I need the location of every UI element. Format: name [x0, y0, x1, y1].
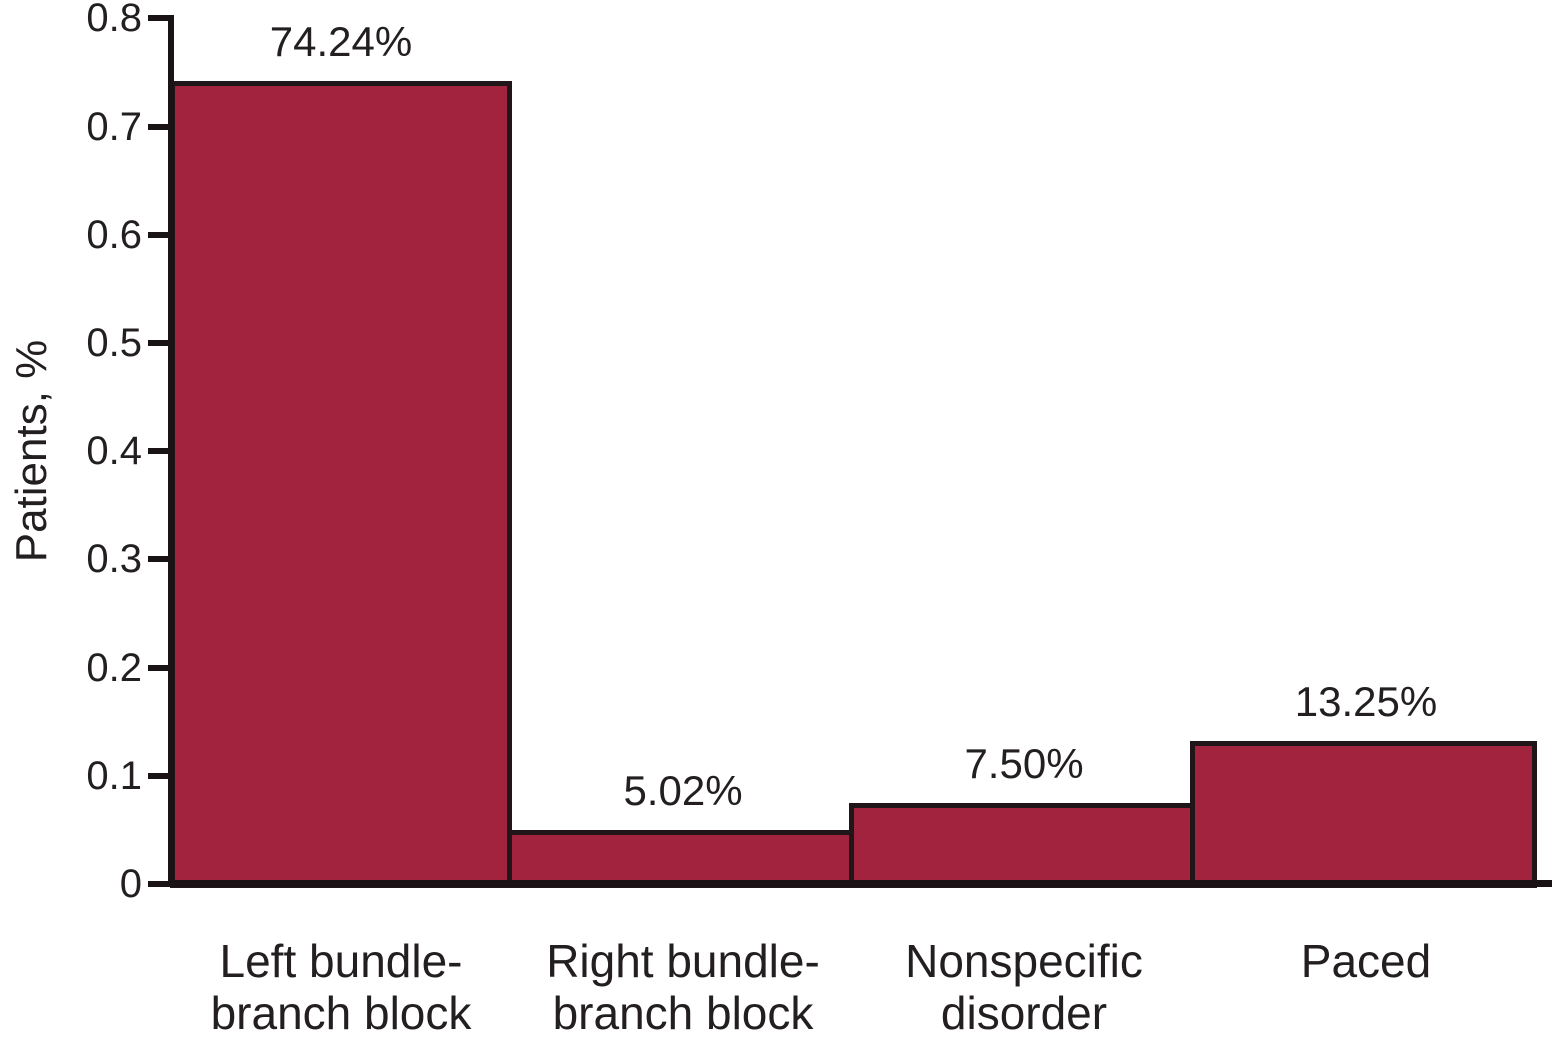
y-tick-label: 0.8 [86, 0, 142, 41]
bar [1190, 741, 1537, 888]
y-tick-label: 0.3 [86, 537, 142, 582]
y-tick-label: 0.4 [86, 429, 142, 474]
y-tick-mark [148, 340, 168, 346]
category-label-line: Right bundle- [546, 935, 820, 987]
bar-value-label: 13.25% [1294, 678, 1438, 725]
bar-value-label: 5.02% [623, 767, 743, 814]
bar [170, 81, 512, 888]
category-label: Right bundle-branch block [433, 935, 933, 1039]
y-tick-mark [148, 556, 168, 563]
x-axis-line [168, 880, 1552, 887]
category-label: Paced [1116, 935, 1552, 987]
y-tick-label: 0.6 [86, 212, 142, 257]
bar-value-label: 7.50% [964, 740, 1084, 787]
bar-value-label: 74.24% [269, 18, 413, 65]
category-label-line: Left bundle- [219, 935, 463, 987]
y-tick-label: 0 [119, 862, 142, 906]
category-label-line: Nonspecific [905, 935, 1143, 987]
y-tick-mark [148, 664, 168, 671]
y-tick-mark [148, 448, 168, 455]
category-label: Left bundle-branch block [91, 935, 591, 1039]
y-tick-mark [148, 15, 168, 22]
y-tick-label: 0.1 [86, 753, 142, 798]
y-tick-label: 0.2 [86, 645, 142, 690]
category-label-line: disorder [940, 987, 1108, 1039]
y-axis-line [168, 15, 174, 887]
category-label-line: branch block [210, 987, 472, 1039]
category-label-line: Paced [1300, 935, 1432, 987]
y-tick-mark [148, 772, 168, 779]
y-tick-mark [148, 881, 168, 887]
y-tick-mark [148, 231, 168, 238]
y-tick-label: 0.7 [86, 104, 142, 149]
category-label-line: branch block [552, 987, 814, 1039]
category-label: Nonspecific disorder [774, 935, 1274, 1039]
bar [849, 803, 1195, 888]
y-tick-mark [148, 123, 168, 130]
y-tick-label: 0.5 [86, 321, 142, 365]
